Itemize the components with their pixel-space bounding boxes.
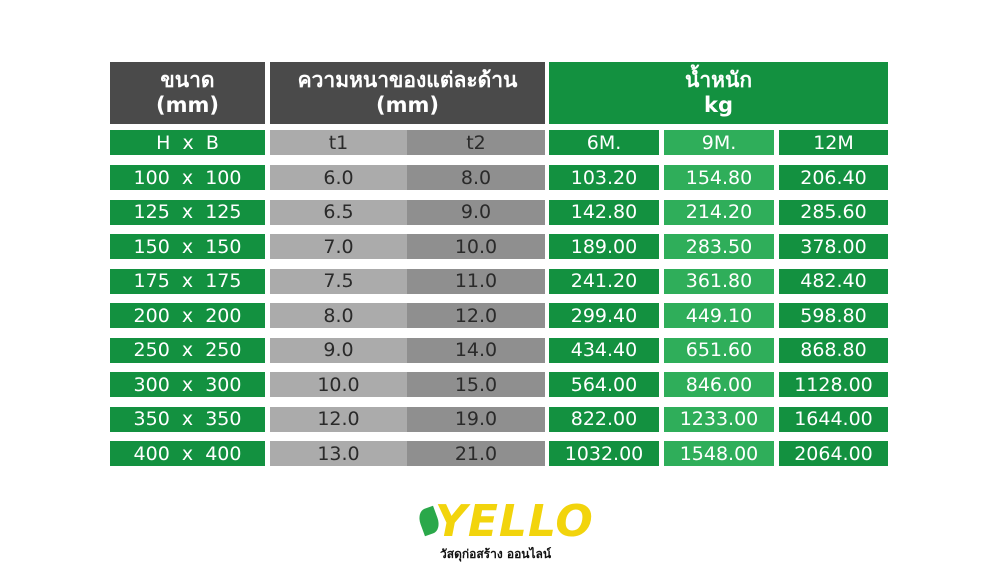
table-cell: 9.0: [270, 337, 407, 363]
table-cell: 125 x 125: [110, 199, 265, 225]
table-cell: 283.50: [664, 234, 774, 259]
header-line: ขนาด: [160, 68, 215, 92]
table-cell: 299.40: [549, 303, 659, 328]
subheader-cell: t1: [270, 130, 407, 155]
subheader-cell: 12M: [779, 130, 888, 155]
table-cell: 1233.00: [664, 406, 774, 432]
table-cell: 250 x 250: [110, 337, 265, 363]
table-cell: 15.0: [407, 372, 545, 397]
table-cell: 598.80: [779, 303, 888, 328]
header-cell: ขนาด (mm): [110, 62, 265, 124]
logo-tagline: วัสดุก่อสร้าง ออนไลน์: [440, 547, 552, 561]
table-cell: 10.0: [270, 372, 407, 397]
subheader-cell: 9M.: [664, 130, 774, 155]
table-cell: 241.20: [549, 268, 659, 294]
table-cell: 1032.00: [549, 441, 659, 466]
table-cell: 103.20: [549, 165, 659, 190]
table-cell: 13.0: [270, 441, 407, 466]
table-cell: 10.0: [407, 234, 545, 259]
table-cell: 361.80: [664, 268, 774, 294]
table-cell: 6.0: [270, 165, 407, 190]
subheader-cell: 6M.: [549, 130, 659, 155]
header-line: kg: [704, 93, 733, 117]
table-cell: 482.40: [779, 268, 888, 294]
table-cell: 378.00: [779, 234, 888, 259]
table-cell: 285.60: [779, 199, 888, 225]
table-cell: 11.0: [407, 268, 545, 294]
subheader-cell: H x B: [110, 130, 265, 155]
table-cell: 434.40: [549, 337, 659, 363]
subheader-cell: t2: [407, 130, 545, 155]
header-line: ความหนาของแต่ละด้าน: [297, 68, 518, 92]
table-cell: 150 x 150: [110, 234, 265, 259]
table-cell: 2064.00: [779, 441, 888, 466]
logo-name: YELLO: [435, 496, 594, 547]
table-cell: 9.0: [407, 199, 545, 225]
header-cell: ความหนาของแต่ละด้าน (mm): [270, 62, 545, 124]
table-cell: 12.0: [407, 303, 545, 328]
table-cell: 206.40: [779, 165, 888, 190]
table-cell: 868.80: [779, 337, 888, 363]
table-cell: 214.20: [664, 199, 774, 225]
table-cell: 21.0: [407, 441, 545, 466]
table-cell: 8.0: [407, 165, 545, 190]
table-cell: 1644.00: [779, 406, 888, 432]
header-line: น้ำหนัก: [684, 68, 753, 92]
table-cell: 846.00: [664, 372, 774, 397]
header-line: (mm): [376, 93, 439, 117]
table-cell: 200 x 200: [110, 303, 265, 328]
table-cell: 449.10: [664, 303, 774, 328]
table-cell: 189.00: [549, 234, 659, 259]
table-cell: 300 x 300: [110, 372, 265, 397]
table-cell: 142.80: [549, 199, 659, 225]
table-cell: 154.80: [664, 165, 774, 190]
header-line: (mm): [156, 93, 219, 117]
table-cell: 564.00: [549, 372, 659, 397]
table-cell: 651.60: [664, 337, 774, 363]
table-cell: 400 x 400: [110, 441, 265, 466]
table-cell: 8.0: [270, 303, 407, 328]
header-cell: น้ำหนัก kg: [549, 62, 888, 124]
table-cell: 822.00: [549, 406, 659, 432]
table-cell: 14.0: [407, 337, 545, 363]
table-cell: 175 x 175: [110, 268, 265, 294]
table-cell: 6.5: [270, 199, 407, 225]
table-cell: 12.0: [270, 406, 407, 432]
table-cell: 7.5: [270, 268, 407, 294]
table-cell: 19.0: [407, 406, 545, 432]
table-cell: 1128.00: [779, 372, 888, 397]
table-cell: 7.0: [270, 234, 407, 259]
table-cell: 1548.00: [664, 441, 774, 466]
table-cell: 350 x 350: [110, 406, 265, 432]
table-cell: 100 x 100: [110, 165, 265, 190]
